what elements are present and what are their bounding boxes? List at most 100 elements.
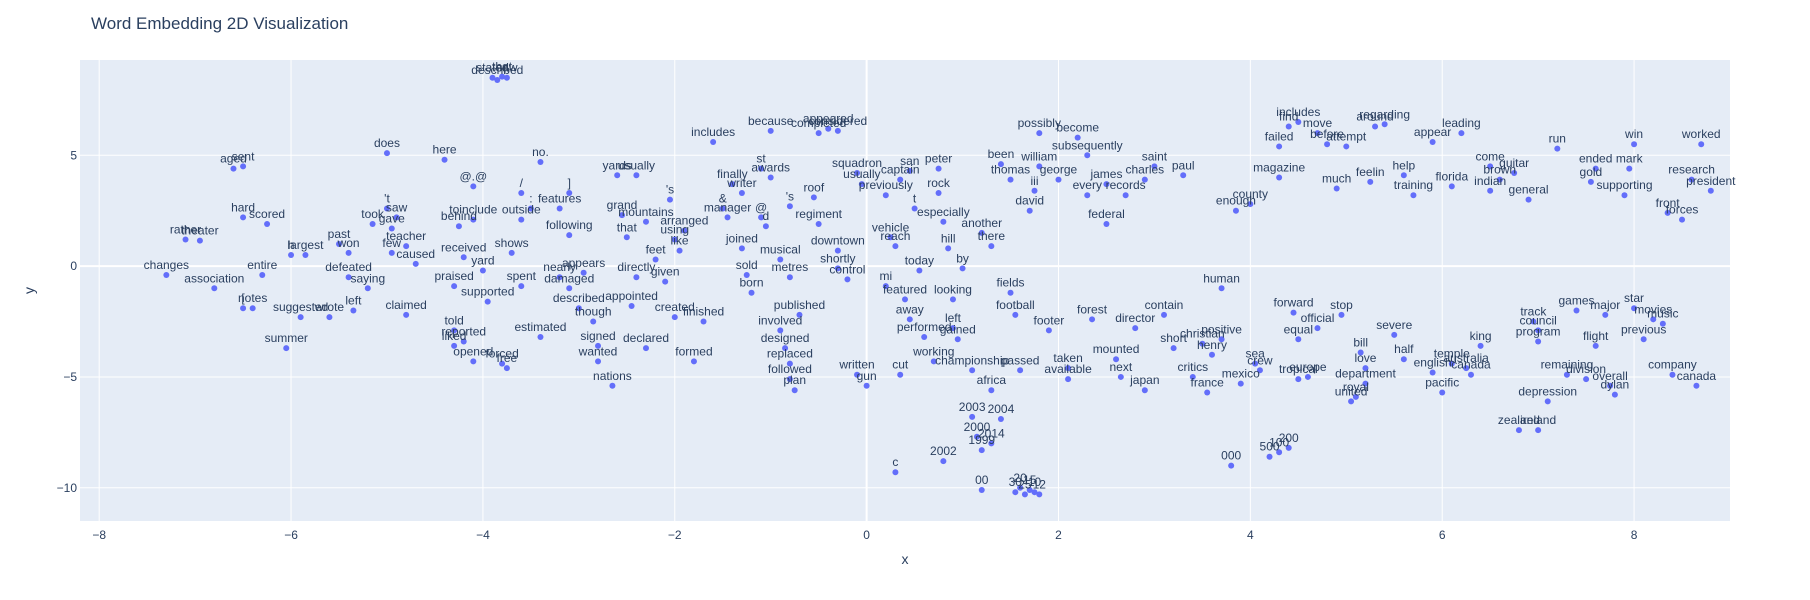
data-point bbox=[786, 376, 793, 383]
data-point bbox=[595, 358, 602, 365]
point-label: forward bbox=[1274, 296, 1314, 310]
point-label: like bbox=[671, 234, 689, 248]
x-tick-label: 2 bbox=[1055, 528, 1062, 542]
data-point bbox=[863, 382, 870, 389]
point-label: metres bbox=[772, 260, 809, 274]
data-point bbox=[264, 221, 271, 228]
data-point bbox=[1640, 336, 1647, 343]
point-label: followed bbox=[768, 362, 812, 376]
point-label: t bbox=[913, 191, 917, 205]
data-point bbox=[945, 245, 952, 252]
data-point bbox=[1343, 143, 1350, 150]
data-point bbox=[1607, 382, 1614, 389]
data-point bbox=[1232, 207, 1239, 214]
point-label: research bbox=[1668, 163, 1715, 177]
point-label: mountains bbox=[618, 205, 673, 219]
point-label: division bbox=[1566, 362, 1606, 376]
data-point bbox=[1592, 165, 1599, 172]
data-point bbox=[508, 249, 515, 256]
data-point bbox=[1693, 382, 1700, 389]
point-label: written bbox=[838, 358, 874, 372]
data-point bbox=[455, 223, 462, 230]
data-points bbox=[163, 73, 1714, 498]
data-point bbox=[724, 214, 731, 221]
data-point bbox=[1679, 216, 1686, 223]
point-label: yard bbox=[471, 254, 494, 268]
data-point bbox=[196, 237, 203, 244]
point-label: teacher bbox=[386, 229, 426, 243]
point-label: been bbox=[988, 147, 1015, 161]
point-label: 2004 bbox=[988, 402, 1015, 416]
point-label: council bbox=[1519, 313, 1556, 327]
data-point bbox=[902, 296, 908, 303]
chart-title: Word Embedding 2D Visualization bbox=[91, 14, 349, 33]
point-label: changes bbox=[144, 258, 189, 272]
data-point bbox=[738, 245, 745, 252]
point-label: gold bbox=[1580, 165, 1603, 179]
point-label: gave bbox=[379, 211, 405, 225]
data-point bbox=[1352, 393, 1359, 400]
point-label: @.@ bbox=[459, 169, 487, 183]
point-label: every bbox=[1073, 178, 1102, 192]
data-point bbox=[1535, 427, 1542, 434]
point-label: captain bbox=[881, 163, 920, 177]
data-point bbox=[1515, 427, 1522, 434]
data-point bbox=[518, 189, 525, 196]
data-point bbox=[743, 271, 750, 278]
data-point bbox=[652, 256, 659, 263]
x-tick-label: −4 bbox=[476, 528, 490, 542]
data-point bbox=[441, 156, 448, 163]
data-point bbox=[1285, 123, 1292, 130]
point-label: includes bbox=[691, 125, 735, 139]
data-point bbox=[503, 365, 510, 372]
point-label: remaining bbox=[1541, 358, 1594, 372]
point-label: won bbox=[337, 236, 360, 250]
point-label: shows bbox=[495, 236, 529, 250]
point-label: france bbox=[1191, 375, 1225, 389]
data-point bbox=[393, 214, 400, 221]
data-point bbox=[1012, 489, 1019, 496]
data-point bbox=[882, 192, 889, 199]
point-label: front bbox=[1656, 196, 1681, 210]
point-label: before bbox=[1310, 127, 1344, 141]
plot-area bbox=[80, 60, 1730, 521]
point-label: flight bbox=[1583, 329, 1609, 343]
point-label: aged bbox=[220, 152, 247, 166]
point-label: 2014 bbox=[978, 426, 1005, 440]
data-point bbox=[484, 298, 491, 305]
data-point bbox=[949, 296, 956, 303]
point-label: roof bbox=[804, 180, 825, 194]
data-point bbox=[403, 243, 410, 250]
data-point bbox=[1285, 444, 1292, 451]
point-label: around bbox=[1356, 109, 1393, 123]
point-label: japan bbox=[1129, 373, 1159, 387]
point-label: sea bbox=[1245, 347, 1265, 361]
data-point bbox=[1055, 176, 1062, 183]
data-point bbox=[1036, 491, 1043, 498]
data-point bbox=[518, 216, 525, 223]
data-point bbox=[537, 334, 544, 341]
data-point bbox=[1650, 316, 1657, 323]
point-label: cut bbox=[892, 358, 909, 372]
data-point bbox=[844, 276, 851, 283]
data-point bbox=[470, 216, 477, 223]
data-point bbox=[1362, 365, 1369, 372]
data-point bbox=[614, 172, 621, 179]
point-label: 100 bbox=[1269, 435, 1289, 449]
data-point bbox=[1290, 309, 1297, 316]
data-point bbox=[1314, 130, 1321, 137]
data-point bbox=[383, 150, 390, 157]
grid-lines bbox=[80, 60, 1730, 521]
point-label: hard bbox=[231, 200, 255, 214]
data-point bbox=[566, 285, 573, 292]
point-label: saint bbox=[1142, 149, 1168, 163]
point-label: includes bbox=[1276, 105, 1320, 119]
data-point bbox=[1410, 192, 1417, 199]
point-label: half bbox=[1394, 342, 1414, 356]
point-label: human bbox=[1203, 271, 1240, 285]
point-label: by bbox=[956, 251, 969, 265]
y-tick-label: −5 bbox=[63, 370, 77, 384]
data-point bbox=[642, 218, 649, 225]
data-point bbox=[930, 358, 937, 365]
data-point bbox=[1228, 462, 1235, 469]
